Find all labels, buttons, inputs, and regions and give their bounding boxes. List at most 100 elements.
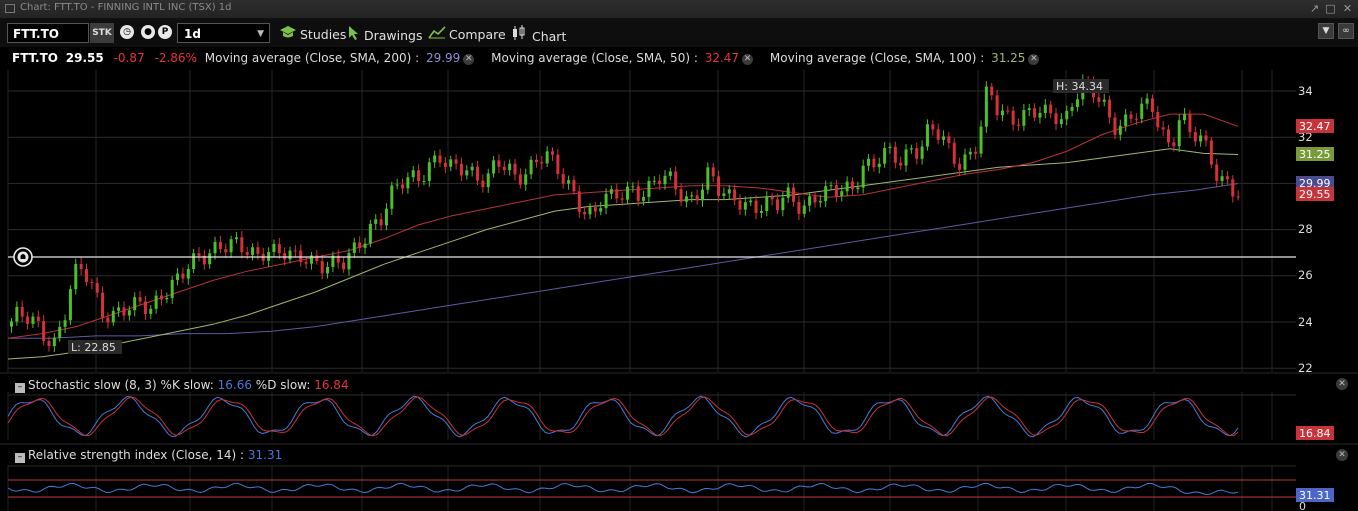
graduation-cap-icon: [279, 25, 297, 43]
sec-type-button[interactable]: STK: [90, 23, 114, 43]
candle-body: [770, 196, 774, 200]
alert-icon[interactable]: ●: [141, 25, 155, 39]
candle-body: [1075, 99, 1079, 107]
candle-body: [722, 193, 726, 197]
studies-button[interactable]: Studies: [279, 25, 346, 43]
candle-body: [74, 263, 78, 290]
candle-body: [84, 269, 88, 283]
candle-body: [304, 261, 308, 264]
link-button[interactable]: ∞: [1338, 23, 1354, 39]
candle-body: [920, 146, 924, 159]
candle-body: [470, 166, 474, 171]
candle-body: [95, 283, 99, 293]
candle-body: [700, 189, 704, 201]
menu-dropdown-button[interactable]: ▼: [1318, 23, 1334, 39]
drawings-button[interactable]: Drawings: [347, 25, 423, 44]
svg-text:31.31: 31.31: [1299, 489, 1331, 502]
candle-body: [1193, 131, 1197, 142]
ma50-price-tag: 32.47: [1296, 119, 1334, 133]
symbol-input[interactable]: FTT.TO: [7, 23, 89, 43]
collapse-stochastic-icon[interactable]: –: [15, 383, 25, 393]
candle-body: [775, 199, 779, 211]
p-icon[interactable]: P: [158, 25, 172, 39]
candle-body: [342, 262, 346, 270]
candle-body: [942, 136, 946, 140]
candle-body: [336, 255, 340, 263]
candle-body: [963, 154, 967, 170]
candle-body: [170, 279, 174, 298]
stochastic-d-line: [7, 396, 1239, 437]
close-stochastic-icon[interactable]: ✕: [1336, 378, 1348, 390]
candle-body: [283, 253, 287, 260]
candle-body: [513, 163, 517, 175]
candle-body: [1167, 129, 1171, 143]
collapse-rsi-icon[interactable]: –: [15, 453, 25, 463]
candle-body: [347, 252, 351, 270]
candle-body: [540, 162, 544, 164]
alert-bell-icon[interactable]: [13, 247, 33, 267]
candle-body: [218, 241, 222, 250]
candle-body: [374, 219, 378, 224]
remove-ma100-icon[interactable]: ✕: [1028, 54, 1040, 65]
candle-body: [759, 210, 763, 213]
candles-layer: [10, 74, 1240, 352]
candle-body: [63, 320, 67, 327]
candle-body: [159, 295, 163, 300]
ma200-line: [8, 183, 1239, 339]
candle-body: [620, 198, 624, 200]
candle-body: [572, 180, 576, 192]
candle-body: [224, 249, 228, 253]
period-select[interactable]: 1d ▼: [177, 23, 270, 43]
candle-body: [534, 159, 538, 163]
candle-body: [588, 207, 592, 215]
candle-body: [1199, 135, 1203, 142]
rsi-axis-zero: 0: [1299, 500, 1306, 511]
compare-label: Compare: [449, 27, 506, 42]
candle-body: [690, 195, 694, 197]
candle-body: [245, 252, 249, 255]
candle-body: [1017, 124, 1021, 126]
candle-body: [197, 253, 201, 256]
window-titlebar: Chart: FTT.TO - FINNING INTL INC (TSX) 1…: [0, 0, 1358, 19]
candle-body: [1209, 140, 1213, 165]
candle-body: [792, 187, 796, 202]
candle-body: [1065, 110, 1069, 120]
candle-body: [888, 146, 892, 149]
svg-text:29.99: 29.99: [1299, 177, 1331, 190]
compare-button[interactable]: Compare: [428, 25, 506, 42]
close-rsi-icon[interactable]: ✕: [1336, 449, 1348, 461]
chart-button[interactable]: Chart: [511, 25, 566, 44]
candle-body: [326, 267, 330, 274]
candle-body: [1215, 164, 1219, 181]
candle-body: [208, 253, 212, 265]
candle-body: [476, 166, 480, 181]
candle-body: [1113, 117, 1117, 135]
candle-body: [449, 159, 453, 167]
candle-body: [52, 337, 56, 347]
candle-body: [90, 282, 94, 284]
legend-change-pct: -2.86%: [154, 51, 197, 65]
candle-body: [1156, 111, 1160, 128]
close-icon[interactable]: ✕: [1342, 2, 1353, 15]
popout-icon[interactable]: ↗: [1309, 2, 1320, 15]
candle-body: [604, 193, 608, 209]
candle-body: [422, 180, 426, 182]
remove-ma200-icon[interactable]: ✕: [463, 54, 475, 65]
legend-last-price: 29.55: [65, 51, 104, 65]
candle-body: [202, 255, 206, 265]
candle-body: [995, 95, 999, 116]
candle-body: [363, 243, 367, 248]
maximize-icon[interactable]: □: [1325, 2, 1336, 15]
candle-body: [36, 316, 40, 322]
candle-body: [454, 159, 458, 164]
remove-ma50-icon[interactable]: ✕: [742, 54, 754, 65]
candle-body: [459, 163, 463, 176]
candle-body: [684, 196, 688, 202]
candle-body: [277, 243, 281, 254]
candle-body: [1000, 110, 1004, 116]
cursor-arrow-icon: [347, 25, 361, 44]
clock-icon[interactable]: ◷: [120, 25, 134, 39]
candle-body: [925, 124, 929, 147]
candle-body: [192, 253, 196, 269]
